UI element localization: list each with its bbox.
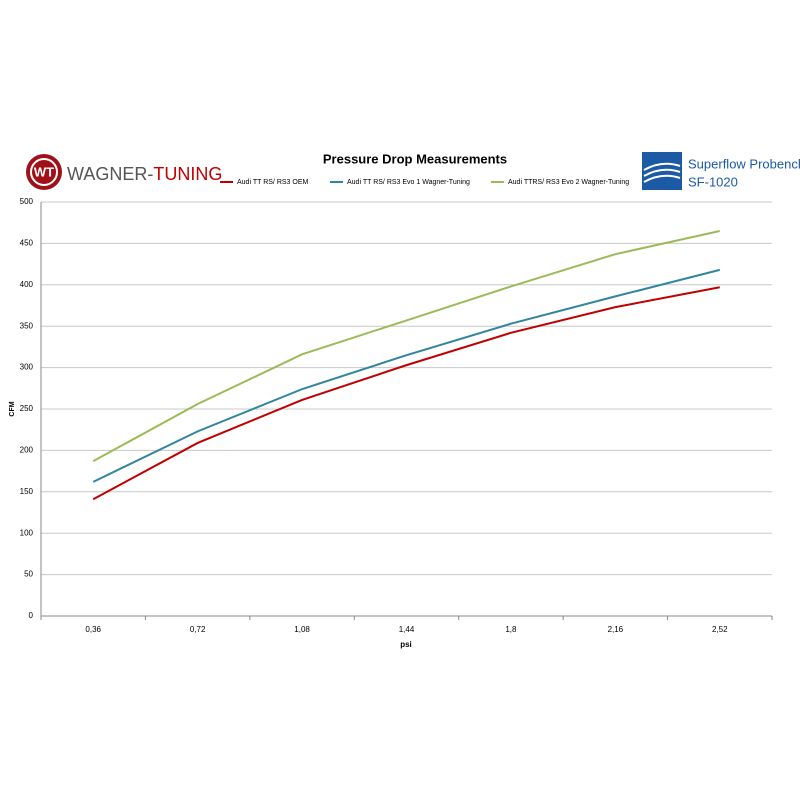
y-tick-label: 350 — [20, 321, 34, 330]
logo-ring — [30, 158, 58, 186]
logo-text: WAGNER-TUNING — [67, 164, 222, 184]
legend-label: Audi TTRS/ RS3 Evo 2 Wagner-Tuning — [508, 179, 629, 186]
x-axis-label: psi — [400, 640, 412, 649]
x-tick-label: 1,8 — [505, 625, 517, 634]
y-tick-label: 50 — [24, 570, 33, 579]
logo-text: Superflow Probench — [688, 156, 800, 171]
left-logo: WT WAGNER-TUNING — [26, 154, 222, 190]
series-line — [92, 268, 721, 483]
y-tick-label: 100 — [20, 528, 34, 537]
y-tick-label: 500 — [20, 197, 34, 206]
logo-waves — [643, 162, 681, 183]
logo-part: TUNING — [153, 164, 222, 184]
y-tick-label: 400 — [20, 280, 34, 289]
right-logo: Superflow Probench SF-1020 — [642, 152, 800, 190]
logo-part: WAGNER- — [67, 164, 153, 184]
x-tick-label: 1,44 — [399, 625, 415, 634]
series-line — [92, 286, 720, 501]
logo-letters: WT — [34, 164, 54, 179]
y-tick-label: 150 — [20, 487, 34, 496]
y-axis-label: CFM — [9, 401, 16, 416]
chart-title: Pressure Drop Measurements — [323, 151, 507, 166]
x-tick-label: 2,16 — [608, 625, 624, 634]
series-line — [92, 230, 721, 463]
y-tick-label: 0 — [29, 611, 34, 620]
x-tick-label: 1,08 — [294, 625, 310, 634]
x-tick-label: 2,52 — [712, 625, 728, 634]
y-tick-label: 250 — [20, 404, 34, 413]
y-tick-label: 450 — [20, 239, 34, 248]
y-tick-label: 200 — [20, 446, 34, 455]
y-tick-label: 300 — [20, 363, 34, 372]
legend-label: Audi TT RS/ RS3 Evo 1 Wagner-Tuning — [347, 179, 470, 186]
x-tick-label: 0,36 — [85, 625, 101, 634]
logo-text: SF-1020 — [688, 174, 738, 189]
legend-label: Audi TT RS/ RS3 OEM — [237, 179, 308, 186]
x-tick-label: 0,72 — [190, 625, 206, 634]
